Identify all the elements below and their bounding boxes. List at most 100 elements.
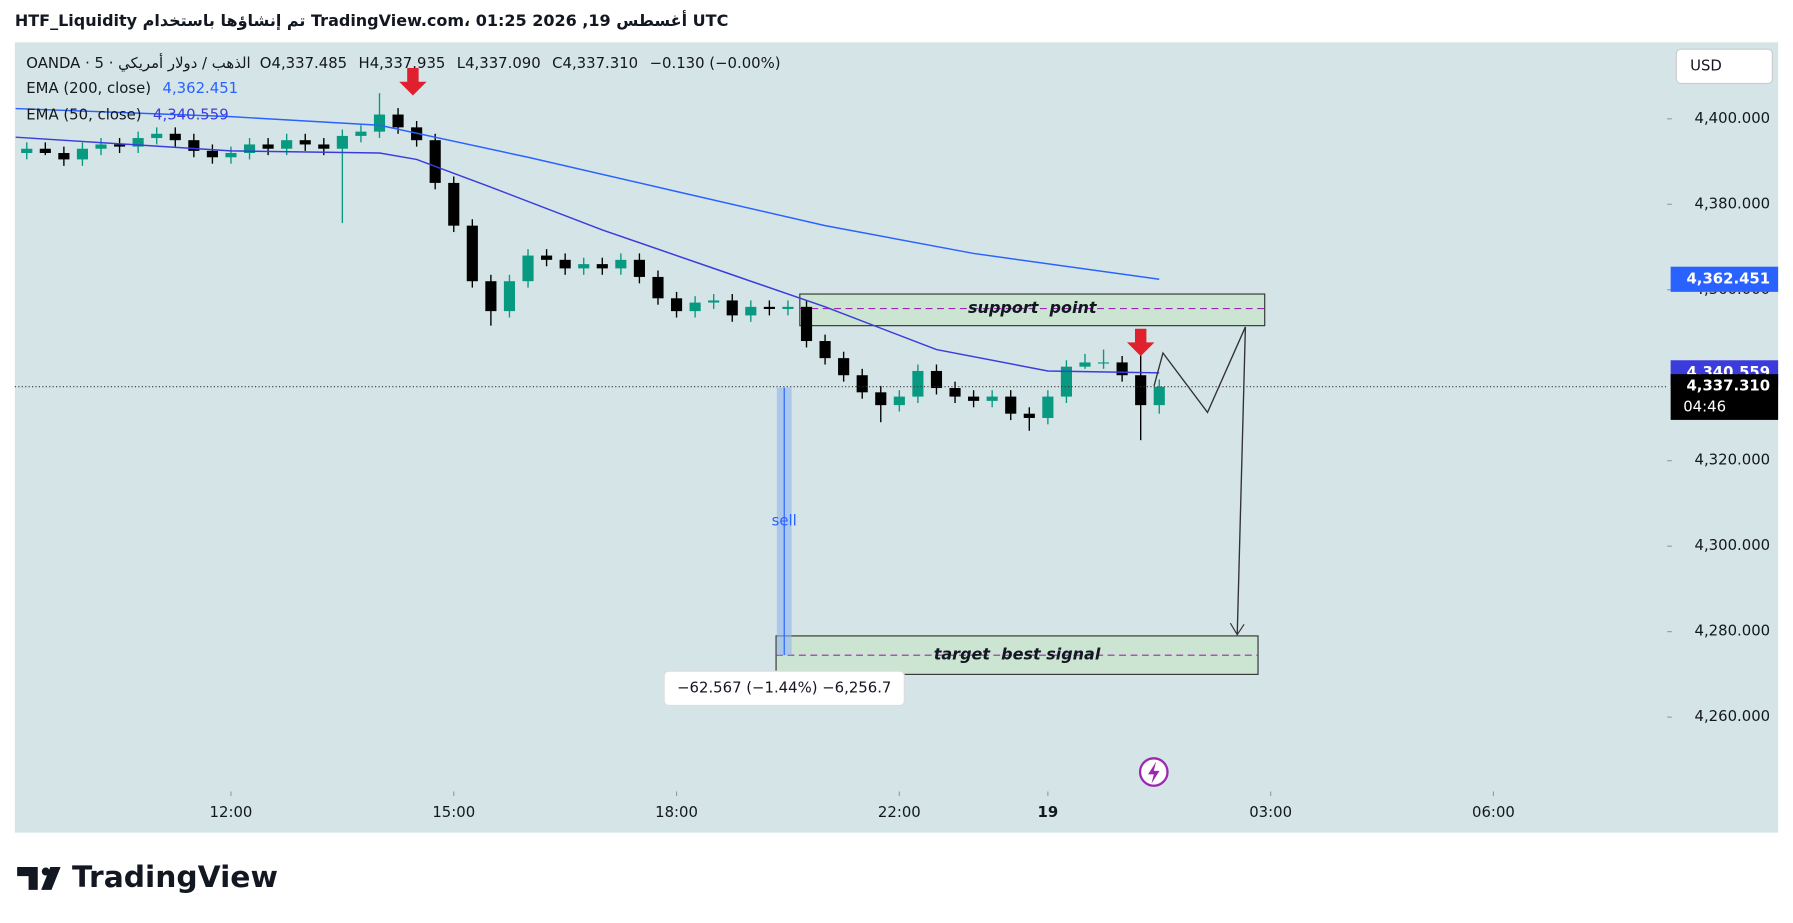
legend-ohlc: C4,337.310 — [552, 54, 638, 72]
candle-body — [800, 306, 813, 342]
candle-body — [1042, 396, 1054, 418]
y-tick-label: 4,260.000 — [1695, 707, 1771, 725]
candle-body — [782, 306, 794, 309]
candle-body — [243, 144, 256, 154]
measure-label: sell — [772, 511, 797, 529]
price-badge-label: 4,337.310 — [1686, 377, 1770, 395]
legend-ohlc: H4,337.935 — [359, 54, 446, 72]
candle-body — [615, 259, 627, 269]
x-tick-label: 06:00 — [1472, 803, 1515, 821]
currency-button[interactable] — [1675, 48, 1773, 85]
legend-ohlc: L4,337.090 — [457, 54, 541, 72]
x-tick-label: 19 — [1038, 803, 1059, 821]
x-tick-label: 22:00 — [878, 803, 921, 821]
candle-body — [318, 144, 330, 149]
candle-body — [336, 135, 348, 149]
candle-body — [1116, 362, 1128, 376]
ema-line — [15, 107, 1160, 281]
y-tick-label: 4,320.000 — [1695, 451, 1771, 469]
candle-body — [448, 182, 460, 226]
candle-body — [986, 396, 998, 401]
legend-series-value: 4,340.559 — [153, 106, 229, 124]
y-tick-label: 4,380.000 — [1695, 194, 1771, 212]
countdown: 04:46 — [1683, 397, 1726, 415]
candle-body — [1060, 366, 1072, 397]
x-tick-label: 03:00 — [1249, 803, 1292, 821]
candle-body — [1023, 413, 1035, 418]
candle-body — [39, 148, 51, 154]
candle-body — [355, 131, 367, 136]
y-tick-label: 4,300.000 — [1695, 536, 1771, 554]
candle-body — [912, 370, 924, 397]
candle-body — [151, 133, 163, 139]
brand: TradingView — [72, 860, 278, 895]
measure-readout-box — [663, 670, 905, 707]
ema-line — [15, 136, 1160, 374]
candle-body — [856, 375, 868, 393]
candle-body — [596, 264, 608, 269]
candle-body — [21, 148, 33, 154]
candle-body — [1079, 362, 1091, 367]
brand-logo — [17, 866, 61, 890]
zone-label: support point — [968, 298, 1098, 317]
candle-body — [1135, 375, 1147, 406]
currency[interactable]: USD — [1690, 56, 1722, 74]
candle-body — [262, 144, 274, 149]
legend-symbol: الذهب / دولار أمريكي · 5 · OANDA — [26, 53, 250, 72]
candle-body — [708, 300, 720, 303]
projection-path — [1153, 326, 1247, 635]
candle-body — [392, 114, 404, 128]
candle-body — [466, 225, 478, 282]
measure-readout: −62.567 (−1.44%) −6,256.7 — [677, 678, 891, 696]
candle-body — [652, 276, 664, 299]
projection-arrowhead — [1229, 622, 1245, 636]
candle-body — [58, 153, 70, 160]
candle-body — [299, 140, 311, 145]
candle-body — [132, 138, 144, 147]
legend-ohlc: O4,337.485 — [260, 54, 347, 72]
sell-signal — [1126, 328, 1155, 357]
candle-body — [838, 358, 850, 376]
candle-body — [188, 140, 200, 151]
candle-body — [968, 396, 980, 401]
candle-body — [429, 140, 441, 183]
candle-body — [930, 370, 943, 389]
candle-body — [281, 140, 293, 149]
candle-body — [633, 259, 645, 277]
candle-body — [1153, 386, 1165, 406]
candle-body — [949, 388, 961, 397]
candle-body — [503, 281, 516, 312]
candle-body — [76, 148, 89, 160]
candle-body — [670, 298, 683, 312]
y-tick-label: 4,400.000 — [1695, 109, 1771, 127]
legend-change: −0.130 (−0.00%) — [650, 54, 781, 72]
ema-badge — [1670, 266, 1779, 292]
candle-body — [1097, 362, 1110, 364]
plot: sell support point target best signal — [15, 68, 1266, 675]
candle-body — [726, 300, 738, 316]
candle-body — [114, 144, 126, 147]
zone-label: target best signal — [934, 645, 1101, 664]
header-caption: HTF_Liquidity تم إنشاؤها باستخدام Tradin… — [15, 10, 728, 30]
price-badge — [1670, 374, 1779, 420]
candle-body — [373, 114, 386, 132]
x-tick-label: 15:00 — [432, 803, 475, 821]
candle-body — [559, 259, 571, 269]
sell-signal — [399, 68, 427, 96]
candle-body — [1005, 396, 1017, 414]
candle-body — [206, 150, 218, 158]
candle-body — [689, 302, 701, 312]
candle-body — [95, 144, 107, 149]
x-tick-label: 18:00 — [655, 803, 698, 821]
chart-background — [14, 42, 1779, 833]
candle-body — [225, 153, 237, 158]
candle-body — [763, 306, 775, 309]
candle-body — [541, 255, 553, 260]
alert-icon[interactable] — [1138, 757, 1169, 787]
candle-body — [819, 341, 831, 359]
candle-body — [169, 133, 181, 141]
y-tick-label: 4,280.000 — [1695, 622, 1771, 640]
ema-badge-label: 4,362.451 — [1686, 269, 1770, 287]
